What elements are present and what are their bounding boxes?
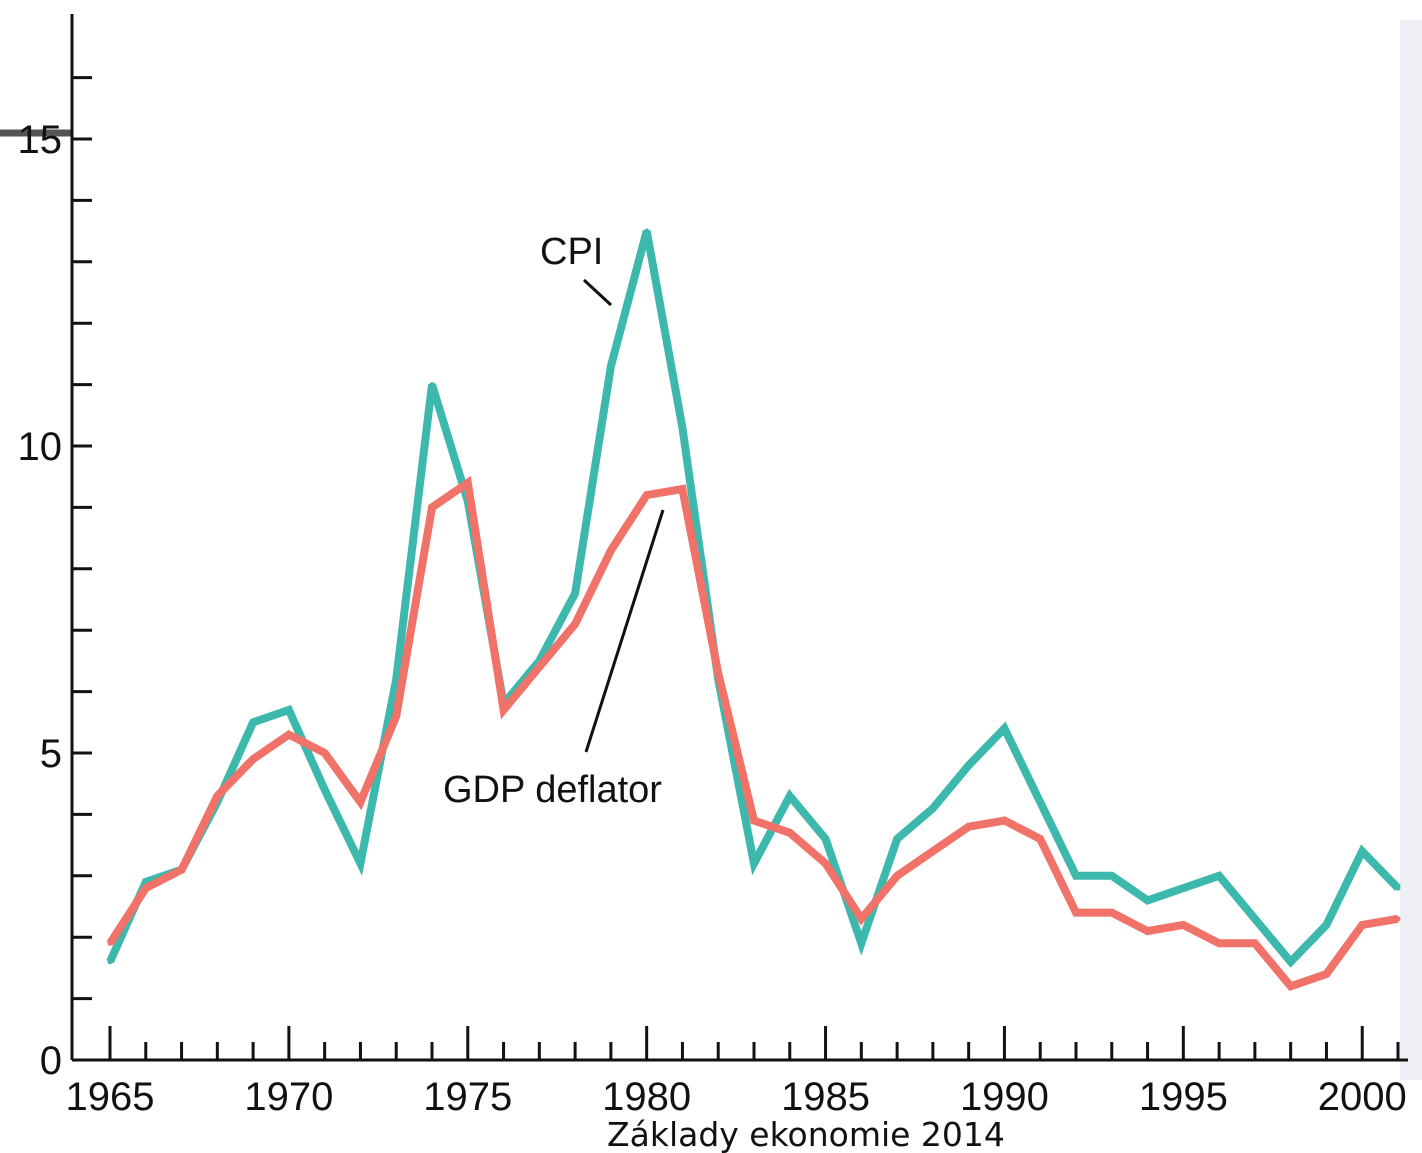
data-point-gdp-deflator bbox=[679, 486, 685, 492]
y-tick-label: 5 bbox=[40, 732, 62, 776]
data-point-gdp-deflator bbox=[214, 793, 220, 799]
y-ticks: 0 5 10 15 bbox=[18, 76, 92, 1083]
data-point-gdp-deflator bbox=[1323, 971, 1329, 977]
data-point-cpi bbox=[572, 590, 578, 596]
data-point-gdp-deflator bbox=[1145, 928, 1151, 934]
y-tick-label: 15 bbox=[18, 118, 63, 162]
cpi-label: CPI bbox=[540, 231, 603, 273]
data-point-gdp-deflator bbox=[1288, 983, 1294, 989]
data-point-gdp-deflator bbox=[429, 504, 435, 510]
data-point-cpi bbox=[357, 861, 363, 866]
data-point-gdp-deflator bbox=[286, 732, 292, 738]
data-point-cpi bbox=[1180, 885, 1186, 891]
data-point-gdp-deflator bbox=[536, 664, 542, 670]
data-point-gdp-deflator bbox=[644, 492, 650, 498]
footer-text: Základy ekonomie 2014 bbox=[607, 1115, 1005, 1153]
data-point-gdp-deflator bbox=[322, 750, 328, 756]
series-lines bbox=[106, 228, 1401, 991]
x-tick-label: 1995 bbox=[1139, 1075, 1228, 1119]
data-point-cpi bbox=[679, 425, 685, 431]
data-point-cpi bbox=[1323, 922, 1329, 928]
data-point-cpi bbox=[1216, 873, 1222, 879]
data-point-cpi bbox=[1001, 725, 1007, 731]
data-point-gdp-deflator bbox=[751, 818, 757, 823]
data-point-cpi bbox=[1037, 799, 1043, 805]
data-point-gdp-deflator bbox=[1001, 818, 1007, 823]
data-point-gdp-deflator bbox=[787, 830, 793, 836]
data-point-cpi bbox=[966, 762, 972, 768]
data-point-gdp-deflator bbox=[858, 916, 864, 922]
data-point-cpi bbox=[286, 707, 292, 713]
data-point-cpi bbox=[1145, 897, 1151, 903]
data-point-gdp-deflator bbox=[357, 799, 363, 805]
cpi-leader-line bbox=[582, 278, 613, 307]
data-point-cpi bbox=[322, 787, 328, 793]
data-point-cpi bbox=[644, 228, 650, 234]
data-point-gdp-deflator bbox=[1395, 916, 1401, 922]
data-point-gdp-deflator bbox=[894, 873, 900, 879]
data-point-gdp-deflator bbox=[1109, 910, 1115, 916]
data-point-gdp-deflator bbox=[715, 670, 721, 676]
data-point-cpi bbox=[787, 793, 793, 799]
data-point-gdp-deflator bbox=[465, 480, 471, 486]
data-point-gdp-deflator bbox=[393, 713, 399, 719]
x-ticks: 1965 1970 1975 1980 1985 1990 1995 2000 bbox=[66, 1026, 1407, 1119]
data-point-gdp-deflator bbox=[179, 867, 185, 873]
data-point-gdp-deflator bbox=[966, 824, 972, 830]
data-point-cpi bbox=[1288, 959, 1294, 965]
data-point-cpi bbox=[250, 719, 256, 725]
data-point-gdp-deflator bbox=[930, 848, 936, 854]
data-point-gdp-deflator bbox=[107, 940, 113, 946]
side-panel bbox=[1400, 20, 1422, 1080]
data-point-cpi bbox=[930, 805, 936, 811]
x-tick-label: 1970 bbox=[244, 1075, 333, 1119]
data-point-gdp-deflator bbox=[823, 861, 829, 866]
data-point-gdp-deflator bbox=[143, 885, 149, 891]
x-tick-label: 2000 bbox=[1318, 1075, 1407, 1119]
x-tick-label: 1965 bbox=[66, 1075, 155, 1119]
data-point-cpi bbox=[393, 676, 399, 682]
data-point-cpi bbox=[1073, 873, 1079, 879]
data-point-gdp-deflator bbox=[501, 707, 507, 713]
y-tick-label: 0 bbox=[40, 1039, 62, 1083]
x-tick-label: 1990 bbox=[960, 1075, 1049, 1119]
data-point-gdp-deflator bbox=[572, 621, 578, 627]
data-point-cpi bbox=[1395, 885, 1401, 891]
y-tick-label: 10 bbox=[18, 425, 63, 469]
data-point-gdp-deflator bbox=[250, 756, 256, 762]
axes: 0 5 10 15 1965 1970 1975 1980 1985 1990 1995 2000 bbox=[18, 14, 1408, 1119]
data-point-gdp-deflator bbox=[1216, 940, 1222, 946]
data-point-gdp-deflator bbox=[1359, 922, 1365, 928]
data-point-cpi bbox=[1252, 916, 1258, 922]
gdp-deflator-leader-line bbox=[584, 509, 665, 753]
data-point-cpi bbox=[751, 861, 757, 866]
data-point-gdp-deflator bbox=[1180, 922, 1186, 928]
series-line-cpi bbox=[106, 230, 1401, 968]
data-point-gdp-deflator bbox=[1073, 910, 1079, 916]
data-point-gdp-deflator bbox=[608, 547, 614, 553]
data-point-cpi bbox=[1109, 873, 1115, 879]
data-point-gdp-deflator bbox=[1252, 940, 1258, 946]
data-point-cpi bbox=[107, 959, 113, 965]
gdp-deflator-label: GDP deflator bbox=[443, 769, 662, 811]
annotations: CPI GDP deflator bbox=[443, 231, 665, 811]
data-point-cpi bbox=[858, 940, 864, 946]
data-point-cpi bbox=[429, 382, 435, 388]
x-tick-label: 1975 bbox=[423, 1075, 512, 1119]
data-point-cpi bbox=[1359, 848, 1365, 854]
data-point-cpi bbox=[894, 836, 900, 842]
x-tick-label: 1980 bbox=[602, 1075, 691, 1119]
data-point-cpi bbox=[608, 363, 614, 369]
x-tick-label: 1985 bbox=[781, 1075, 870, 1119]
data-point-gdp-deflator bbox=[1037, 836, 1043, 842]
data-point-cpi bbox=[823, 836, 829, 842]
